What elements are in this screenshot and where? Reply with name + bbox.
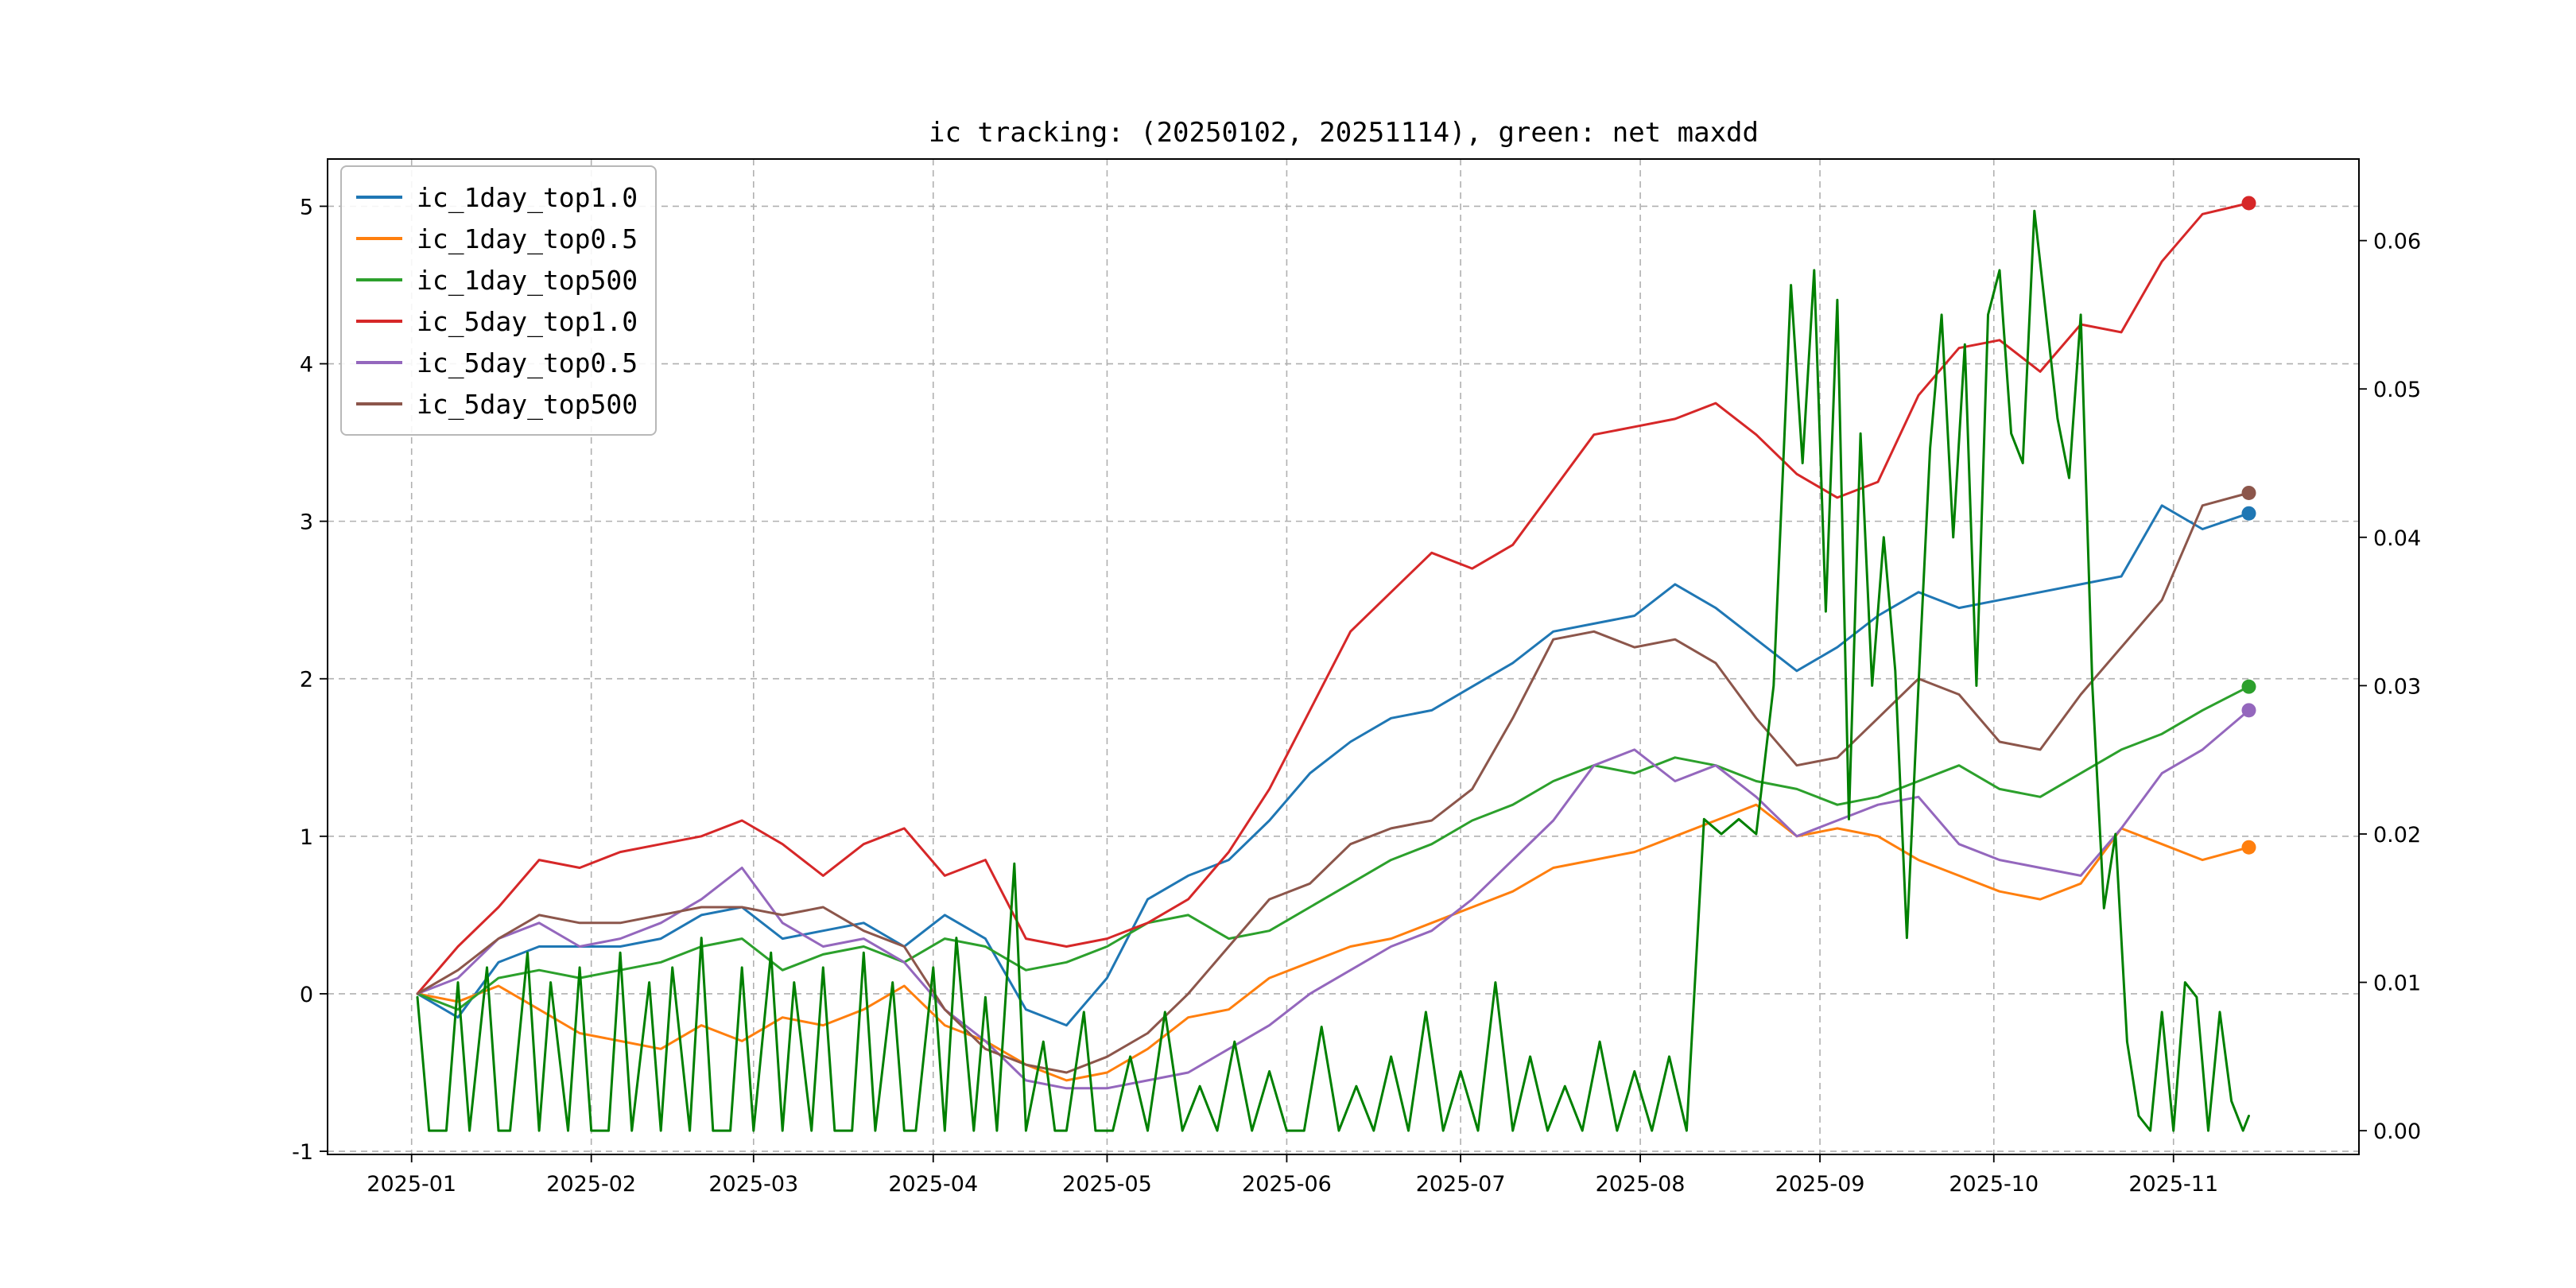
legend-line-swatch xyxy=(356,237,402,240)
legend-label: ic_5day_top500 xyxy=(417,388,638,420)
y-left-tick-label: 5 xyxy=(300,195,313,219)
axes-frame xyxy=(327,158,2360,1155)
y-left-tick-label: 3 xyxy=(300,510,313,535)
series-line-ic_5day_top1.0 xyxy=(416,202,2250,995)
x-tick-label: 2025-01 xyxy=(367,1172,456,1197)
y-right-tick-label: 0.00 xyxy=(2373,1119,2421,1144)
series-line-ic_5day_top500 xyxy=(416,491,2250,1074)
y-right-tick-label: 0.05 xyxy=(2373,378,2421,402)
y-left-tick-label: 1 xyxy=(300,825,313,850)
legend-item-ic_1day_top500: ic_1day_top500 xyxy=(356,261,638,299)
x-tick-label: 2025-08 xyxy=(1596,1172,1686,1197)
legend-item-ic_5day_top1.0: ic_5day_top1.0 xyxy=(356,302,638,340)
y-left-tick-label: 4 xyxy=(300,353,313,378)
series-end-dot-ic_5day_top0.5 xyxy=(2241,703,2256,718)
y-right-tick-label: 0.02 xyxy=(2373,823,2421,848)
series-line-ic_5day_top0.5 xyxy=(416,708,2250,1090)
y-right-tick-label: 0.06 xyxy=(2373,230,2421,254)
legend-label: ic_1day_top1.0 xyxy=(417,181,638,213)
legend-item-ic_1day_top0.5: ic_1day_top0.5 xyxy=(356,219,638,258)
series-line-net_maxdd xyxy=(416,209,2250,1132)
chart-title: ic tracking: (20250102, 20251114), green… xyxy=(929,117,1759,149)
legend-line-swatch xyxy=(356,320,402,323)
legend-item-ic_5day_top0.5: ic_5day_top0.5 xyxy=(356,343,638,382)
x-tick-label: 2025-09 xyxy=(1775,1172,1865,1197)
legend-item-ic_1day_top1.0: ic_1day_top1.0 xyxy=(356,178,638,216)
legend-line-swatch xyxy=(356,361,402,364)
series-line-ic_1day_top500 xyxy=(416,685,2250,1011)
series-end-dot-ic_1day_top0.5 xyxy=(2241,840,2256,855)
legend-item-ic_5day_top500: ic_5day_top500 xyxy=(356,385,638,423)
y-left-tick-label: -1 xyxy=(292,1140,313,1165)
series-end-dot-ic_5day_top500 xyxy=(2241,485,2256,500)
x-tick-label: 2025-02 xyxy=(546,1172,636,1197)
y-right-tick-label: 0.01 xyxy=(2373,972,2421,996)
legend-line-swatch xyxy=(356,402,402,405)
y-left-tick-label: 0 xyxy=(300,983,313,1007)
x-tick-label: 2025-10 xyxy=(1949,1172,2039,1197)
x-tick-label: 2025-07 xyxy=(1416,1172,1506,1197)
legend-label: ic_1day_top500 xyxy=(417,264,638,296)
series-line-ic_1day_top1.0 xyxy=(416,504,2250,1027)
legend-label: ic_5day_top1.0 xyxy=(417,305,638,337)
series-line-ic_1day_top0.5 xyxy=(416,803,2250,1082)
legend-label: ic_5day_top0.5 xyxy=(417,347,638,378)
y-right-tick-label: 0.03 xyxy=(2373,674,2421,699)
y-right-tick-label: 0.04 xyxy=(2373,526,2421,551)
x-tick-label: 2025-06 xyxy=(1242,1172,1332,1197)
x-tick-label: 2025-03 xyxy=(708,1172,798,1197)
series-end-dot-ic_1day_top1.0 xyxy=(2241,506,2256,521)
series-end-dot-ic_1day_top500 xyxy=(2241,679,2256,694)
x-tick-label: 2025-11 xyxy=(2128,1172,2218,1197)
legend-label: ic_1day_top0.5 xyxy=(417,223,638,254)
x-tick-label: 2025-04 xyxy=(888,1172,978,1197)
legend-line-swatch xyxy=(356,278,402,281)
x-tick-label: 2025-05 xyxy=(1062,1172,1152,1197)
series-end-dot-ic_5day_top1.0 xyxy=(2241,196,2256,211)
y-left-tick-label: 2 xyxy=(300,668,313,692)
legend: ic_1day_top1.0 ic_1day_top0.5 ic_1day_top5… xyxy=(340,165,658,436)
legend-line-swatch xyxy=(356,196,402,199)
